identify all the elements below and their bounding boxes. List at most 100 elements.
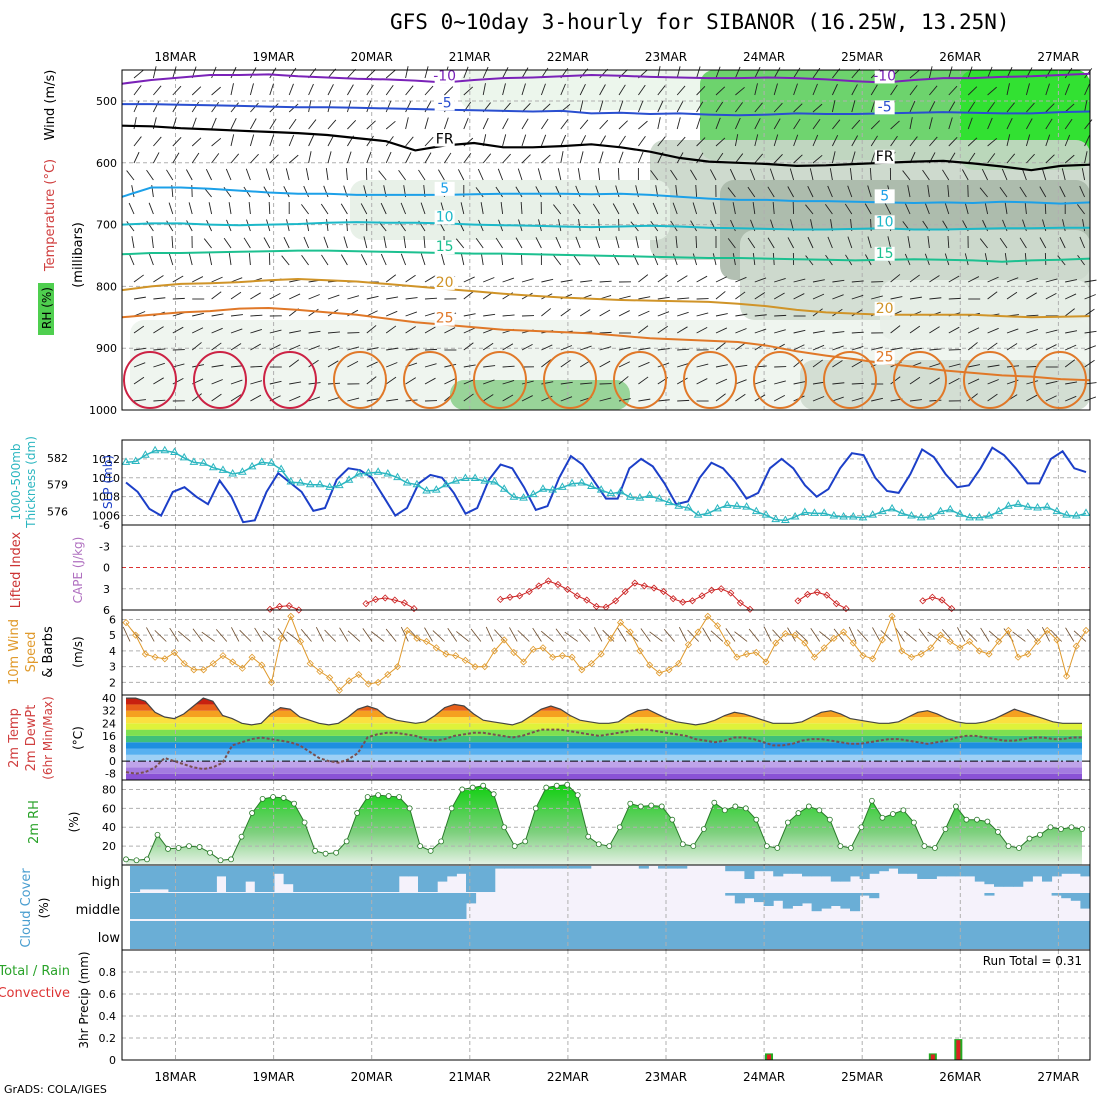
cloud-bar-low bbox=[475, 921, 486, 949]
wind-barb bbox=[191, 86, 202, 96]
temp-line bbox=[126, 697, 1082, 726]
cloud-bar-low bbox=[706, 921, 717, 949]
wind-barb bbox=[424, 326, 436, 334]
wind-barb bbox=[1025, 134, 1031, 147]
rh-marker bbox=[343, 838, 350, 845]
wind-speed-marker bbox=[781, 630, 789, 638]
wind-barb bbox=[580, 382, 593, 385]
wind-barb bbox=[715, 313, 728, 317]
wind-barb bbox=[1045, 344, 1057, 351]
wind-barb bbox=[269, 83, 274, 96]
wind-speed-marker bbox=[956, 644, 964, 652]
wind-barb bbox=[929, 275, 940, 283]
wind-barb bbox=[715, 117, 721, 130]
wind-barb bbox=[987, 393, 998, 402]
wind-barb bbox=[1026, 329, 1039, 334]
wind-barb bbox=[185, 169, 193, 181]
wind-barb bbox=[323, 236, 329, 249]
wind-barb-10m bbox=[872, 627, 881, 642]
slp-tick-label: 1012 bbox=[92, 453, 120, 466]
wind-barb bbox=[735, 364, 748, 368]
rh-marker bbox=[1016, 845, 1022, 851]
cloud-bar-low bbox=[389, 921, 400, 949]
wind-barb bbox=[1065, 395, 1077, 402]
wind-barb bbox=[851, 119, 861, 130]
wind-barb bbox=[211, 342, 222, 351]
wind-barb bbox=[851, 294, 864, 300]
cloud-bar-low bbox=[149, 921, 160, 949]
wind-barb bbox=[735, 86, 745, 96]
rh-marker bbox=[228, 856, 234, 863]
cloud-bar-low bbox=[619, 921, 630, 949]
cloud-bar-low bbox=[754, 921, 765, 949]
rh-marker bbox=[995, 829, 1001, 835]
wind-barb bbox=[515, 186, 523, 198]
cloud-bar-middle bbox=[139, 893, 150, 919]
cloud-bar-high bbox=[571, 866, 582, 869]
wind-barb bbox=[250, 292, 261, 300]
rh-marker bbox=[448, 805, 455, 812]
wind-speed-marker bbox=[888, 612, 896, 620]
wind-barb bbox=[715, 327, 728, 334]
wind-barb bbox=[1001, 168, 1008, 181]
wind-barb bbox=[638, 361, 650, 368]
wind-barb-10m bbox=[848, 626, 857, 642]
cloud-bar-middle bbox=[206, 893, 217, 919]
wind-barb bbox=[148, 202, 154, 215]
wind-barb bbox=[715, 137, 726, 147]
top-date-label: 18MAR bbox=[154, 50, 196, 64]
wind-barb bbox=[423, 236, 426, 249]
cloud-bar-low bbox=[878, 921, 889, 949]
wind-barb bbox=[929, 377, 940, 385]
axis-label-cloud-cover: Cloud Cover bbox=[19, 868, 34, 948]
cloud-bar-high bbox=[878, 866, 889, 872]
wind-barb-10m bbox=[1041, 627, 1050, 642]
wind-barb bbox=[754, 134, 759, 147]
wind-barb bbox=[929, 348, 942, 351]
thickness-marker bbox=[645, 490, 655, 498]
wind-barb bbox=[827, 236, 833, 249]
thickness-marker bbox=[984, 511, 994, 519]
wind-barb bbox=[754, 102, 763, 113]
rh-marker bbox=[511, 843, 518, 850]
wind-barb bbox=[463, 66, 469, 79]
warm-contour bbox=[823, 351, 877, 409]
wind-barb bbox=[807, 236, 814, 249]
wind-barb bbox=[541, 154, 551, 164]
thickness-marker bbox=[781, 515, 790, 524]
wind-barb bbox=[696, 117, 701, 130]
wind-barb bbox=[560, 381, 573, 385]
wind-speed-marker bbox=[209, 659, 217, 668]
wind-barb bbox=[831, 100, 836, 113]
wind-barb bbox=[366, 151, 372, 164]
cloud-bar-high bbox=[360, 866, 371, 892]
wind-barb bbox=[1026, 118, 1033, 130]
axis-label-cloud-unit: (%) bbox=[37, 898, 51, 919]
lifted-index-marker bbox=[736, 599, 744, 607]
thickness-marker bbox=[625, 492, 635, 500]
thickness-marker bbox=[228, 469, 238, 477]
cloud-bar-high bbox=[936, 866, 947, 877]
wind-barb bbox=[444, 378, 456, 385]
cloud-bar-low bbox=[456, 921, 467, 949]
wind-barb bbox=[385, 325, 397, 334]
wind-barb bbox=[929, 85, 938, 96]
wind-speed-marker bbox=[1014, 653, 1022, 661]
wind-barb bbox=[482, 66, 489, 79]
wind-barb bbox=[230, 277, 243, 283]
wind-barb bbox=[541, 118, 549, 130]
cloud-bar-low bbox=[485, 921, 496, 949]
wind-speed-marker bbox=[772, 639, 780, 647]
wind-barb bbox=[696, 66, 701, 79]
rh-tick-label: 60 bbox=[102, 802, 116, 815]
wind-barb bbox=[327, 360, 339, 368]
wind-barb bbox=[385, 151, 392, 164]
temp-tick-label: 32 bbox=[102, 705, 116, 718]
rh-marker bbox=[711, 799, 718, 806]
wind-barb bbox=[618, 151, 624, 164]
wind-barb bbox=[560, 119, 569, 130]
wind-barb bbox=[560, 308, 571, 317]
wind-barb bbox=[230, 102, 239, 113]
wind-barb bbox=[727, 187, 736, 198]
isotherm-label-bg bbox=[434, 132, 455, 147]
